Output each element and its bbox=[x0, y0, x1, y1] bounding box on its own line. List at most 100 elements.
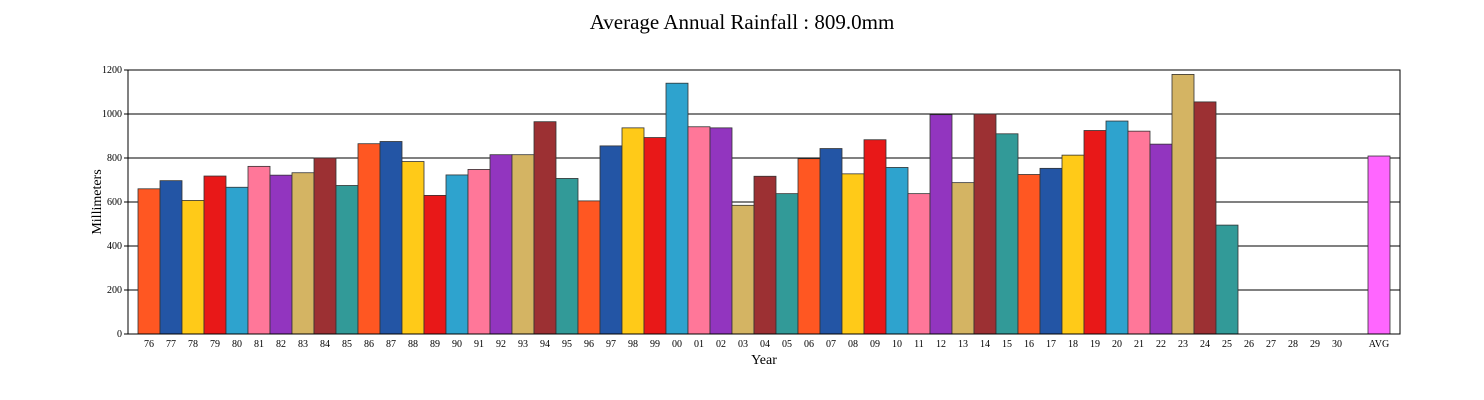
x-tick-label: 94 bbox=[540, 339, 550, 350]
x-tick-label: 85 bbox=[342, 339, 352, 350]
bar-02 bbox=[709, 127, 733, 335]
bar-84 bbox=[313, 157, 337, 335]
x-tick-label: 09 bbox=[870, 339, 880, 350]
x-tick-label: 78 bbox=[188, 339, 198, 350]
x-tick-label: 17 bbox=[1046, 339, 1056, 350]
x-tick-label: 16 bbox=[1024, 339, 1034, 350]
x-tick-label: 86 bbox=[364, 339, 374, 350]
x-tick-label: 19 bbox=[1090, 339, 1100, 350]
bar-12 bbox=[929, 114, 953, 335]
bar-05 bbox=[775, 193, 799, 335]
bar-89 bbox=[423, 194, 447, 335]
bar-78 bbox=[181, 200, 205, 335]
x-tick-label: 03 bbox=[738, 339, 748, 350]
x-tick-label: 91 bbox=[474, 339, 484, 350]
x-tick-label: 21 bbox=[1134, 339, 1144, 350]
x-tick-label: 10 bbox=[892, 339, 902, 350]
bar-85 bbox=[335, 185, 359, 335]
bar-09 bbox=[863, 139, 887, 335]
bar-91 bbox=[467, 169, 491, 335]
x-tick-label: 92 bbox=[496, 339, 506, 350]
x-tick-label: 01 bbox=[694, 339, 704, 350]
bar-92 bbox=[489, 154, 513, 335]
bar-avg bbox=[1367, 155, 1391, 335]
x-tick-label: 23 bbox=[1178, 339, 1188, 350]
x-tick-label: 93 bbox=[518, 339, 528, 350]
bar-82 bbox=[269, 174, 293, 335]
bar-07 bbox=[819, 148, 843, 335]
x-tick-label: 30 bbox=[1332, 339, 1342, 350]
x-axis-ticks: 76 77 78 79 80 81 82 83 84 85 86 87 88 89 90 91 92 93 94 95… bbox=[144, 339, 1389, 350]
y-tick-label: 800 bbox=[107, 153, 122, 164]
x-tick-label: 98 bbox=[628, 339, 638, 350]
x-tick-label: 15 bbox=[1002, 339, 1012, 350]
x-tick-label: 88 bbox=[408, 339, 418, 350]
x-tick-label: 07 bbox=[826, 339, 836, 350]
bar-76 bbox=[137, 188, 161, 335]
x-tick-label: 12 bbox=[936, 339, 946, 350]
bar-17 bbox=[1039, 167, 1063, 335]
x-tick-label: 90 bbox=[452, 339, 462, 350]
bar-83 bbox=[291, 172, 315, 335]
bar-77 bbox=[159, 180, 183, 335]
x-tick-label: 11 bbox=[914, 339, 924, 350]
x-tick-label: 08 bbox=[848, 339, 858, 350]
bar-86 bbox=[357, 143, 381, 335]
x-tick-label: 89 bbox=[430, 339, 440, 350]
x-tick-label: 14 bbox=[980, 339, 990, 350]
bar-14 bbox=[973, 113, 997, 335]
bar-88 bbox=[401, 161, 425, 335]
bar-15 bbox=[995, 133, 1019, 335]
bar-93 bbox=[511, 154, 535, 335]
x-tick-label: 81 bbox=[254, 339, 264, 350]
bar-90 bbox=[445, 174, 469, 335]
y-tick-label: 0 bbox=[117, 329, 122, 340]
bar-06 bbox=[797, 158, 821, 335]
y-tick-label: 400 bbox=[107, 241, 122, 252]
bars bbox=[137, 74, 1391, 335]
bar-25 bbox=[1215, 224, 1239, 335]
bar-94 bbox=[533, 121, 557, 335]
bar-96 bbox=[577, 200, 601, 335]
y-axis-label: Millimeters bbox=[90, 169, 105, 234]
x-tick-label: 06 bbox=[804, 339, 814, 350]
x-tick-label: 20 bbox=[1112, 339, 1122, 350]
x-tick-label: 82 bbox=[276, 339, 286, 350]
x-tick-label: 04 bbox=[760, 339, 770, 350]
y-tick-label: 600 bbox=[107, 197, 122, 208]
bar-95 bbox=[555, 178, 579, 335]
x-tick-label: 84 bbox=[320, 339, 330, 350]
bar-03 bbox=[731, 204, 755, 335]
x-tick-label: 24 bbox=[1200, 339, 1210, 350]
bar-11 bbox=[907, 193, 931, 335]
x-tick-label: 79 bbox=[210, 339, 220, 350]
bar-19 bbox=[1083, 130, 1107, 335]
bar-13 bbox=[951, 182, 975, 335]
x-tick-label: 18 bbox=[1068, 339, 1078, 350]
bar-00 bbox=[665, 82, 689, 335]
x-tick-label: 80 bbox=[232, 339, 242, 350]
bar-21 bbox=[1127, 130, 1151, 335]
x-tick-label: 00 bbox=[672, 339, 682, 350]
bar-16 bbox=[1017, 174, 1041, 335]
bar-08 bbox=[841, 173, 865, 335]
x-tick-label: 26 bbox=[1244, 339, 1254, 350]
bar-23 bbox=[1171, 74, 1195, 335]
x-tick-label: 22 bbox=[1156, 339, 1166, 350]
y-tick-label: 1000 bbox=[102, 109, 122, 120]
bar-97 bbox=[599, 145, 623, 335]
x-tick-label: 83 bbox=[298, 339, 308, 350]
bar-22 bbox=[1149, 143, 1173, 335]
x-tick-label: 27 bbox=[1266, 339, 1276, 350]
x-tick-label: 95 bbox=[562, 339, 572, 350]
bar-80 bbox=[225, 186, 249, 335]
bar-79 bbox=[203, 175, 227, 335]
x-tick-label: 13 bbox=[958, 339, 968, 350]
x-tick-label: 25 bbox=[1222, 339, 1232, 350]
bar-24 bbox=[1193, 101, 1217, 335]
bar-10 bbox=[885, 167, 909, 335]
x-tick-label: 87 bbox=[386, 339, 396, 350]
x-tick-label: 05 bbox=[782, 339, 792, 350]
x-tick-label: 96 bbox=[584, 339, 594, 350]
